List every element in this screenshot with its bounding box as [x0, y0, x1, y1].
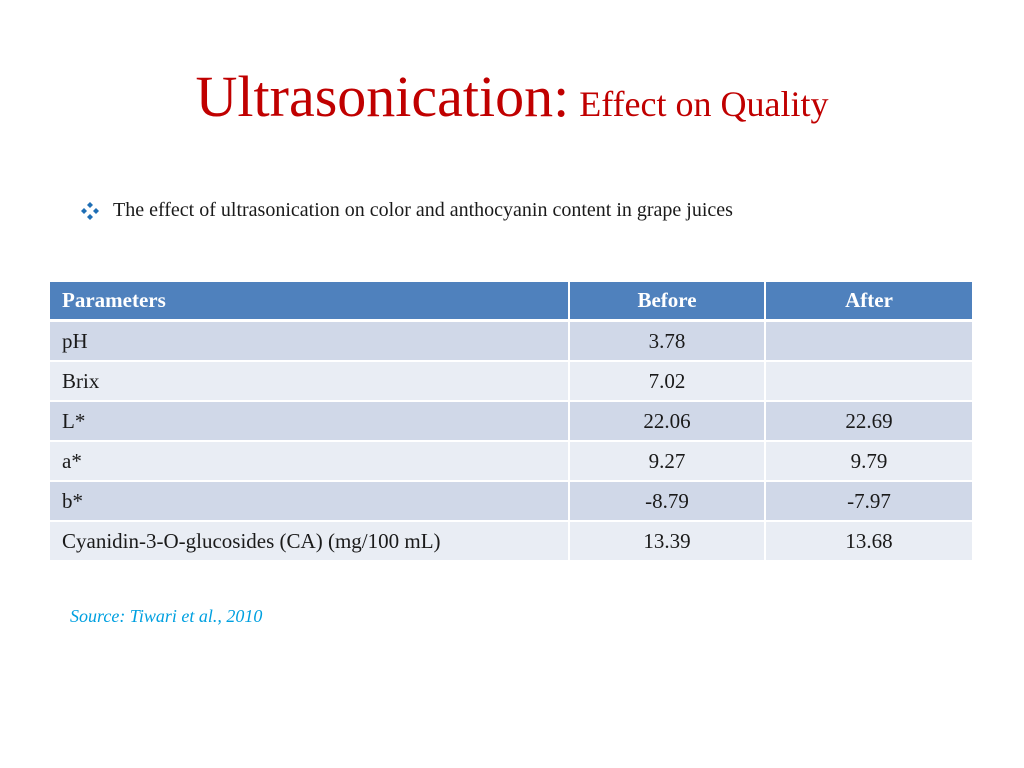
title-main: Ultrasonication: [195, 64, 570, 129]
cell-parameter: L* [50, 402, 570, 442]
table-row: pH 3.78 [50, 322, 972, 362]
table-row: L* 22.06 22.69 [50, 402, 972, 442]
bullet-text: The effect of ultrasonication on color a… [113, 199, 733, 221]
cell-parameter: b* [50, 482, 570, 522]
cell-after [766, 322, 972, 362]
cell-before: 7.02 [570, 362, 766, 402]
header-parameters: Parameters [50, 282, 570, 322]
table-row: Cyanidin-3-O-glucosides (CA) (mg/100 mL)… [50, 522, 972, 562]
diamond-bullet-icon [80, 201, 100, 221]
source-citation: Source: Tiwari et al., 2010 [70, 606, 263, 626]
header-before: Before [570, 282, 766, 322]
cell-before: 13.39 [570, 522, 766, 562]
cell-after: 13.68 [766, 522, 972, 562]
table-header-row: Parameters Before After [50, 282, 972, 322]
title-subtitle: Effect on Quality [579, 84, 829, 124]
cell-after [766, 362, 972, 402]
cell-after: -7.97 [766, 482, 972, 522]
slide-title: Ultrasonication: Effect on Quality [0, 62, 1024, 139]
cell-before: 22.06 [570, 402, 766, 442]
cell-parameter: pH [50, 322, 570, 362]
cell-after: 22.69 [766, 402, 972, 442]
table-row: a* 9.27 9.79 [50, 442, 972, 482]
table-row: b* -8.79 -7.97 [50, 482, 972, 522]
bullet-point: The effect of ultrasonication on color a… [80, 199, 733, 222]
cell-parameter: a* [50, 442, 570, 482]
cell-parameter: Brix [50, 362, 570, 402]
cell-after: 9.79 [766, 442, 972, 482]
quality-table: Parameters Before After pH 3.78 Brix 7.0… [50, 282, 972, 562]
cell-before: 3.78 [570, 322, 766, 362]
cell-before: 9.27 [570, 442, 766, 482]
header-after: After [766, 282, 972, 322]
cell-parameter: Cyanidin-3-O-glucosides (CA) (mg/100 mL) [50, 522, 570, 562]
table-row: Brix 7.02 [50, 362, 972, 402]
cell-before: -8.79 [570, 482, 766, 522]
